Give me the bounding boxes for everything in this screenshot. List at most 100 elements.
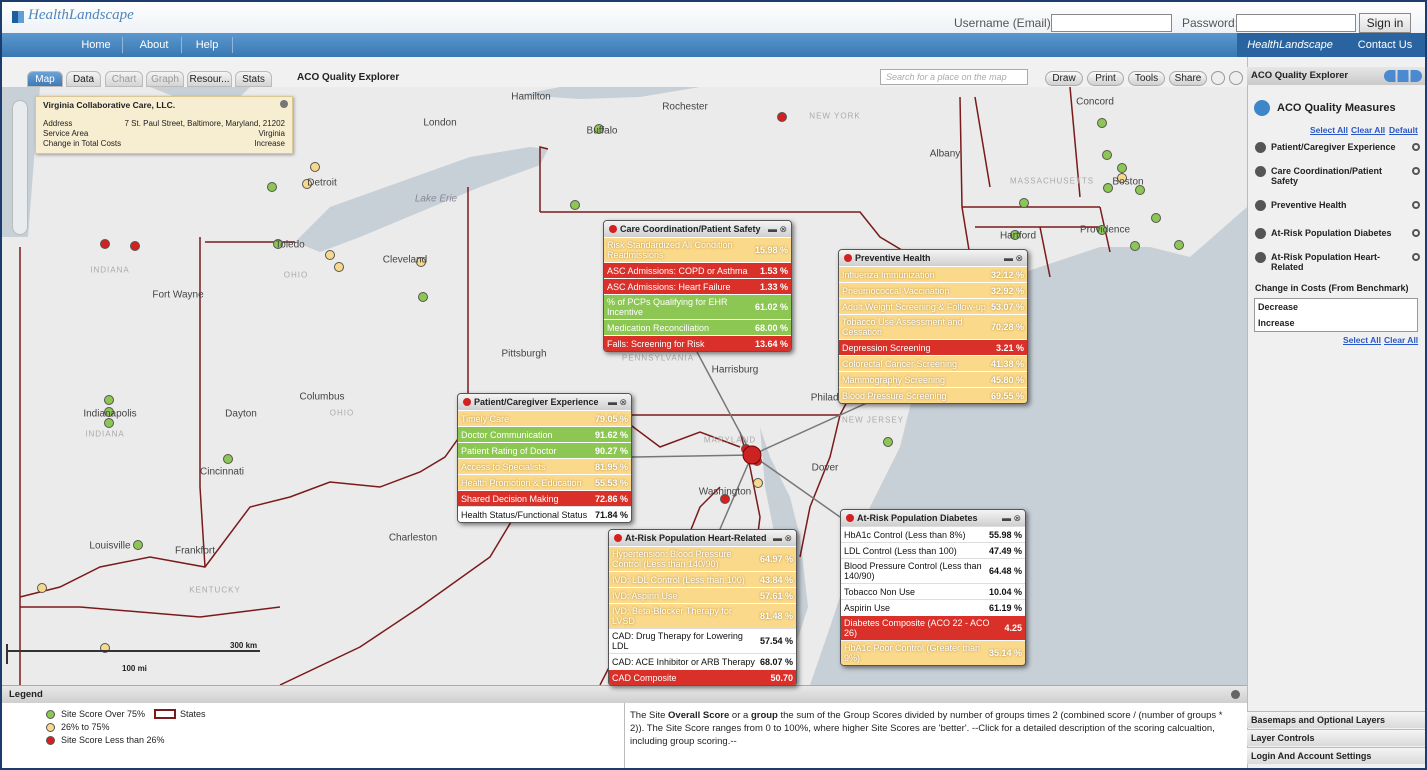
tool-button[interactable]: Tools	[1128, 71, 1165, 86]
site-marker[interactable]	[594, 124, 604, 134]
popup[interactable]: Care Coordination/Patient Safety ▬ ⊗ Risk …	[603, 220, 792, 352]
site-marker[interactable]	[104, 407, 114, 417]
tool-button[interactable]: Print	[1087, 71, 1124, 86]
link[interactable]: Clear All	[1384, 335, 1419, 345]
link[interactable]: Clear All	[1351, 125, 1386, 135]
site-marker[interactable]	[753, 478, 763, 488]
nav-item[interactable]: HealthLandscape	[1247, 39, 1333, 51]
site-marker[interactable]	[1151, 213, 1161, 223]
site-marker[interactable]	[418, 292, 428, 302]
site-marker[interactable]	[100, 239, 110, 249]
logo[interactable]: HealthLandscape	[28, 7, 134, 23]
measure-item[interactable]: Patient/Caregiver Experience	[1255, 142, 1410, 153]
zoom-slider[interactable]	[12, 100, 28, 235]
panel-section[interactable]: Layer Controls	[1247, 729, 1427, 746]
measure-item[interactable]: Care Coordination/Patient Safety	[1255, 166, 1410, 186]
search-box[interactable]: Search for a place on the map	[880, 69, 1028, 85]
site-marker[interactable]	[883, 437, 893, 447]
link[interactable]: Select All	[1310, 125, 1348, 135]
site-marker[interactable]	[1097, 225, 1107, 235]
site-marker[interactable]	[1103, 183, 1113, 193]
site-marker[interactable]	[1135, 185, 1145, 195]
map[interactable]: Hamilton Rochester Concord London NEW YORK Al…	[0, 87, 1247, 685]
site-cluster[interactable]	[742, 445, 762, 465]
site-marker[interactable]	[273, 239, 283, 249]
collapse-button[interactable]	[1231, 690, 1240, 699]
measure-value: 50.70	[770, 672, 793, 683]
popup[interactable]: At-Risk Population Heart-Related ▬ ⊗ Hyper…	[608, 529, 797, 686]
popup[interactable]: Preventive Health ▬ ⊗ Influenza Immunizati…	[838, 249, 1028, 404]
measure-item[interactable]: At-Risk Population Heart-Related	[1255, 252, 1410, 272]
site-marker[interactable]	[104, 418, 114, 428]
close-button[interactable]	[280, 100, 288, 108]
options-button[interactable]	[1229, 71, 1243, 85]
site-marker[interactable]	[37, 583, 47, 593]
site-marker[interactable]	[302, 179, 312, 189]
costs-list[interactable]	[1254, 298, 1418, 332]
info-row: Change in Total Costs Increase	[43, 139, 285, 149]
nav-item[interactable]: About	[139, 39, 169, 51]
panel-buttons[interactable]	[1384, 70, 1422, 82]
site-marker[interactable]	[1117, 173, 1127, 183]
tab[interactable]: Stats	[235, 71, 272, 87]
measure-row: Health Status/Functional Status 71.84 %	[458, 506, 631, 522]
tab[interactable]: Resour...	[187, 71, 232, 87]
legend-bar[interactable]: Legend	[0, 685, 1247, 703]
site-marker[interactable]	[720, 494, 730, 504]
tab[interactable]: Data	[66, 71, 101, 87]
site-marker[interactable]	[133, 540, 143, 550]
place-label: Hartford	[999, 230, 1037, 242]
legend-item: States	[180, 709, 206, 719]
nav-item[interactable]: Help	[195, 39, 219, 51]
popup-controls[interactable]: ▬ ⊗	[607, 397, 627, 407]
link[interactable]: Select All	[1343, 335, 1381, 345]
info-title: Virginia Collaborative Care, LLC.	[43, 100, 176, 110]
site-marker[interactable]	[1130, 241, 1140, 251]
site-marker[interactable]	[130, 241, 140, 251]
info-value: Increase	[254, 139, 285, 148]
username-input[interactable]	[1051, 14, 1172, 32]
tool-button[interactable]: Share	[1169, 71, 1207, 86]
cost-option[interactable]: Decrease	[1258, 302, 1299, 312]
tool-button[interactable]: Draw	[1045, 71, 1083, 86]
tab[interactable]: Graph	[146, 71, 184, 87]
nav-item[interactable]: Home	[81, 39, 111, 51]
password-input[interactable]	[1236, 14, 1356, 32]
popup-controls[interactable]: ▬ ⊗	[1001, 513, 1021, 523]
measure-item[interactable]: Preventive Health	[1255, 200, 1410, 211]
popup[interactable]: At-Risk Population Diabetes ▬ ⊗ HbA1c Cont…	[840, 509, 1026, 666]
tab[interactable]: Chart	[105, 71, 143, 87]
score-description[interactable]: The Site Overall Score or a group the su…	[630, 709, 1238, 748]
popup-controls[interactable]: ▬ ⊗	[772, 533, 792, 543]
site-marker[interactable]	[1117, 163, 1127, 173]
site-marker[interactable]	[1102, 150, 1112, 160]
link[interactable]: Default	[1389, 125, 1418, 135]
site-marker[interactable]	[223, 454, 233, 464]
site-marker[interactable]	[1174, 240, 1184, 250]
expand-icon	[1412, 229, 1420, 237]
popup[interactable]: Patient/Caregiver Experience ▬ ⊗ Timely Ca…	[457, 393, 632, 523]
site-marker[interactable]	[325, 250, 335, 260]
cost-option[interactable]: Increase	[1258, 318, 1295, 328]
site-marker[interactable]	[267, 182, 277, 192]
measure-label: ASC Admissions: COPD or Asthma	[607, 265, 748, 276]
site-marker[interactable]	[416, 257, 426, 267]
site-marker[interactable]	[104, 395, 114, 405]
popup-controls[interactable]: ▬ ⊗	[767, 224, 787, 234]
panel-section[interactable]: Basemaps and Optional Layers	[1247, 711, 1427, 728]
nav-item[interactable]: Contact Us	[1357, 39, 1413, 51]
site-marker[interactable]	[1019, 198, 1029, 208]
popup-controls[interactable]: ▬ ⊗	[1003, 253, 1023, 263]
site-marker[interactable]	[1010, 230, 1020, 240]
measure-item[interactable]: At-Risk Population Diabetes	[1255, 228, 1410, 239]
connector	[751, 396, 881, 456]
sign-in-button[interactable]: Sign in	[1359, 13, 1411, 33]
tab[interactable]: Map	[27, 71, 63, 87]
site-marker[interactable]	[334, 262, 344, 272]
site-marker[interactable]	[1097, 118, 1107, 128]
site-marker[interactable]	[777, 112, 787, 122]
panel-section[interactable]: Login And Account Settings	[1247, 747, 1427, 764]
refresh-button[interactable]	[1211, 71, 1225, 85]
site-marker[interactable]	[570, 200, 580, 210]
site-marker[interactable]	[310, 162, 320, 172]
